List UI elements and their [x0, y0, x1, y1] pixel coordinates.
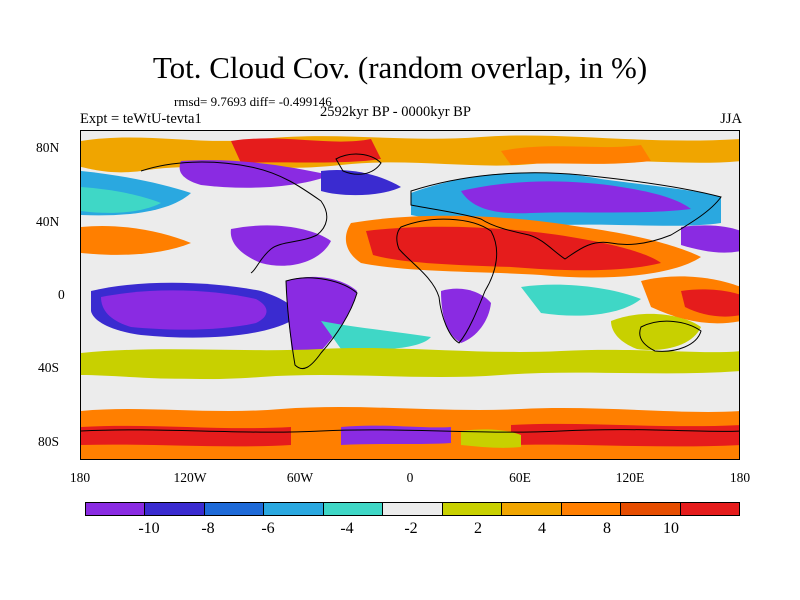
region-southern-africa-purple [441, 288, 491, 343]
region-australia-yellow [611, 313, 701, 351]
coastline-greenland [335, 153, 382, 175]
colorbar-swatch [621, 503, 681, 515]
region-indian-ocean-teal [521, 284, 641, 316]
colorbar-swatch [561, 503, 622, 515]
region-north-asia-orange [501, 145, 651, 165]
region-east-pacific-orange [81, 225, 191, 255]
season-label: JJA [720, 111, 742, 127]
coastline-africa [396, 218, 498, 344]
region-antarctic-red-west [81, 425, 291, 447]
lat-label-80s: 80S [38, 434, 60, 449]
colorbar-swatch [502, 503, 562, 515]
lon-label-60e: 60E [509, 470, 531, 485]
coastline-antarctica [81, 429, 739, 433]
lon-label-60w: 60W [286, 470, 314, 485]
lat-label-40n: 40N [36, 214, 60, 229]
colorbar-label: -2 [404, 520, 418, 537]
colorbar-swatch [323, 503, 384, 515]
region-antarctic-yellow [461, 429, 521, 448]
region-antarctic-purple [341, 425, 451, 445]
region-antarctic-red-east [511, 423, 739, 447]
cloud-cover-field [81, 131, 739, 459]
colorbar-label: -10 [138, 520, 160, 537]
colorbar-label: -8 [201, 520, 215, 537]
region-south-pacific-purple [101, 290, 267, 330]
colorbar-swatch [86, 503, 146, 515]
lon-label-180-east: 180 [729, 470, 751, 485]
region-southern-ocean-neutral [81, 378, 739, 409]
region-labrador-blue [321, 169, 401, 196]
region-western-pacific-red [681, 289, 739, 317]
region-southern-ocean-yellow [81, 348, 739, 380]
lon-label-0: 0 [406, 470, 414, 485]
coastline-north-america [140, 161, 328, 274]
colorbar-label: -6 [261, 520, 275, 537]
region-north-pacific-teal [81, 187, 161, 213]
colorbar-swatch [145, 503, 205, 515]
colorbar-label: 10 [663, 520, 679, 537]
coastline-eurasia [410, 172, 722, 260]
lat-label-80n: 80N [36, 140, 60, 155]
colorbar-swatch [264, 503, 324, 515]
coastline-south-america [285, 277, 358, 369]
region-west-pacific-purple [681, 225, 739, 253]
colorbar-label: 4 [538, 520, 546, 537]
lon-label-120w: 120W [173, 470, 207, 485]
region-arctic-red [231, 138, 381, 163]
lon-label-180-west: 180 [69, 470, 91, 485]
map-panel [80, 130, 740, 460]
rmsd-diff-stats: rmsd= 9.7693 diff= -0.499146 [174, 94, 332, 109]
region-north-america-purple [179, 160, 331, 188]
lon-label-120e: 120E [615, 470, 645, 485]
colorbar-swatch [383, 503, 443, 515]
colorbar-label: 8 [603, 520, 611, 537]
colorbar [85, 502, 740, 516]
colorbar-swatch [680, 503, 739, 515]
region-tropics-red [366, 226, 661, 271]
period-label: 2592kyr BP - 0000kyr BP [320, 104, 471, 120]
region-south-atlantic-teal [321, 321, 431, 350]
colorbar-label: -4 [340, 520, 354, 537]
experiment-label: Expt = teWtU-tevta1 [80, 111, 202, 127]
colorbar-swatch [442, 503, 503, 515]
colorbar-swatch [204, 503, 265, 515]
colorbar-label: 2 [474, 520, 482, 537]
region-south-america-purple [286, 276, 357, 367]
coastline-australia [639, 320, 702, 352]
coastlines [81, 153, 739, 433]
region-eurasia-purple [461, 181, 691, 214]
lat-label-equator: 0 [58, 287, 65, 302]
plot-title: Tot. Cloud Cov. (random overlap, in %) [152, 50, 648, 85]
lat-label-40s: 40S [38, 360, 60, 375]
region-caribbean-purple [230, 225, 331, 266]
